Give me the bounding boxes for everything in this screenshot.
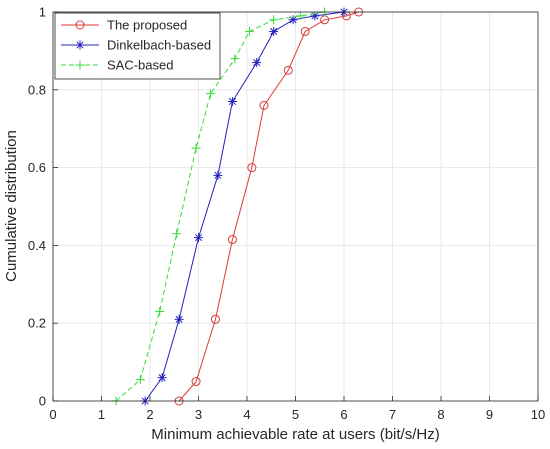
series-line: [178, 11, 359, 402]
data-point: [300, 26, 310, 36]
legend-box: [54, 12, 221, 80]
y-axis-label: Cumulative distribution: [3, 130, 20, 282]
data-point: [244, 26, 254, 36]
legend-label: SAC-based: [107, 58, 173, 73]
series-line: [115, 11, 325, 402]
data-point: [252, 58, 262, 68]
x-axis-label: Minimum achievable rate at users (bit/s/…: [151, 426, 439, 443]
x-tick-label: 10: [531, 407, 545, 422]
data-point: [191, 143, 201, 153]
data-point: [157, 373, 167, 383]
legend-item: The proposed: [61, 18, 187, 33]
data-point: [247, 163, 257, 173]
legend: The proposed Dinkelbach-based SAC-based: [54, 12, 221, 80]
data-point: [227, 96, 237, 106]
data-point: [172, 229, 182, 239]
y-tick-label: 0: [39, 394, 46, 409]
legend-label: Dinkelbach-based: [107, 38, 211, 53]
data-point: [75, 40, 85, 50]
x-tick-label: 2: [146, 407, 153, 422]
data-point: [230, 54, 240, 64]
x-tick-label: 9: [486, 407, 493, 422]
data-point: [259, 100, 269, 110]
x-tick-label: 1: [98, 407, 105, 422]
data-point: [75, 60, 85, 70]
series-the-proposed: [174, 7, 364, 406]
x-tick-label: 5: [292, 407, 299, 422]
y-tick-label: 0.2: [28, 316, 46, 331]
data-point: [191, 377, 201, 387]
y-tick-label: 1: [39, 5, 46, 20]
data-point: [269, 15, 279, 25]
data-point: [206, 89, 216, 99]
x-tick-label: 6: [340, 407, 347, 422]
data-point: [213, 170, 223, 180]
x-tick-label: 0: [49, 407, 56, 422]
series-layer: [111, 7, 364, 406]
data-point: [288, 15, 298, 25]
data-point: [194, 233, 203, 243]
y-tick-label: 0.4: [28, 238, 46, 253]
axes: 0 1 2 3 4 5 6 7 8 9 10 0 0.2 0.4 0.6 0.8 1: [28, 5, 545, 423]
x-tick-label: 8: [437, 407, 444, 422]
legend-label: The proposed: [107, 18, 187, 33]
data-point: [155, 307, 165, 317]
data-point: [227, 235, 237, 245]
x-tick-label: 3: [195, 407, 202, 422]
x-tick-label: 4: [243, 407, 250, 422]
legend-item: Dinkelbach-based: [61, 38, 211, 53]
data-point: [283, 65, 293, 75]
y-tick-label: 0.6: [28, 160, 46, 175]
data-point: [75, 20, 85, 30]
series-sac-based: [111, 7, 330, 406]
data-point: [295, 11, 305, 21]
legend-item: SAC-based: [61, 58, 173, 73]
x-tick-label: 7: [389, 407, 396, 422]
y-tick-label: 0.8: [28, 82, 46, 97]
data-point: [174, 314, 184, 324]
data-point: [135, 375, 145, 385]
data-point: [210, 314, 220, 324]
data-point: [269, 26, 279, 36]
